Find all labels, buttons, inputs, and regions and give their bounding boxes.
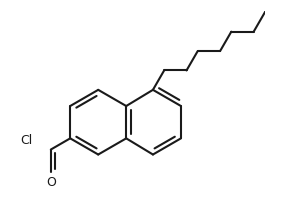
Text: O: O [46,176,56,189]
Text: Cl: Cl [20,134,32,147]
